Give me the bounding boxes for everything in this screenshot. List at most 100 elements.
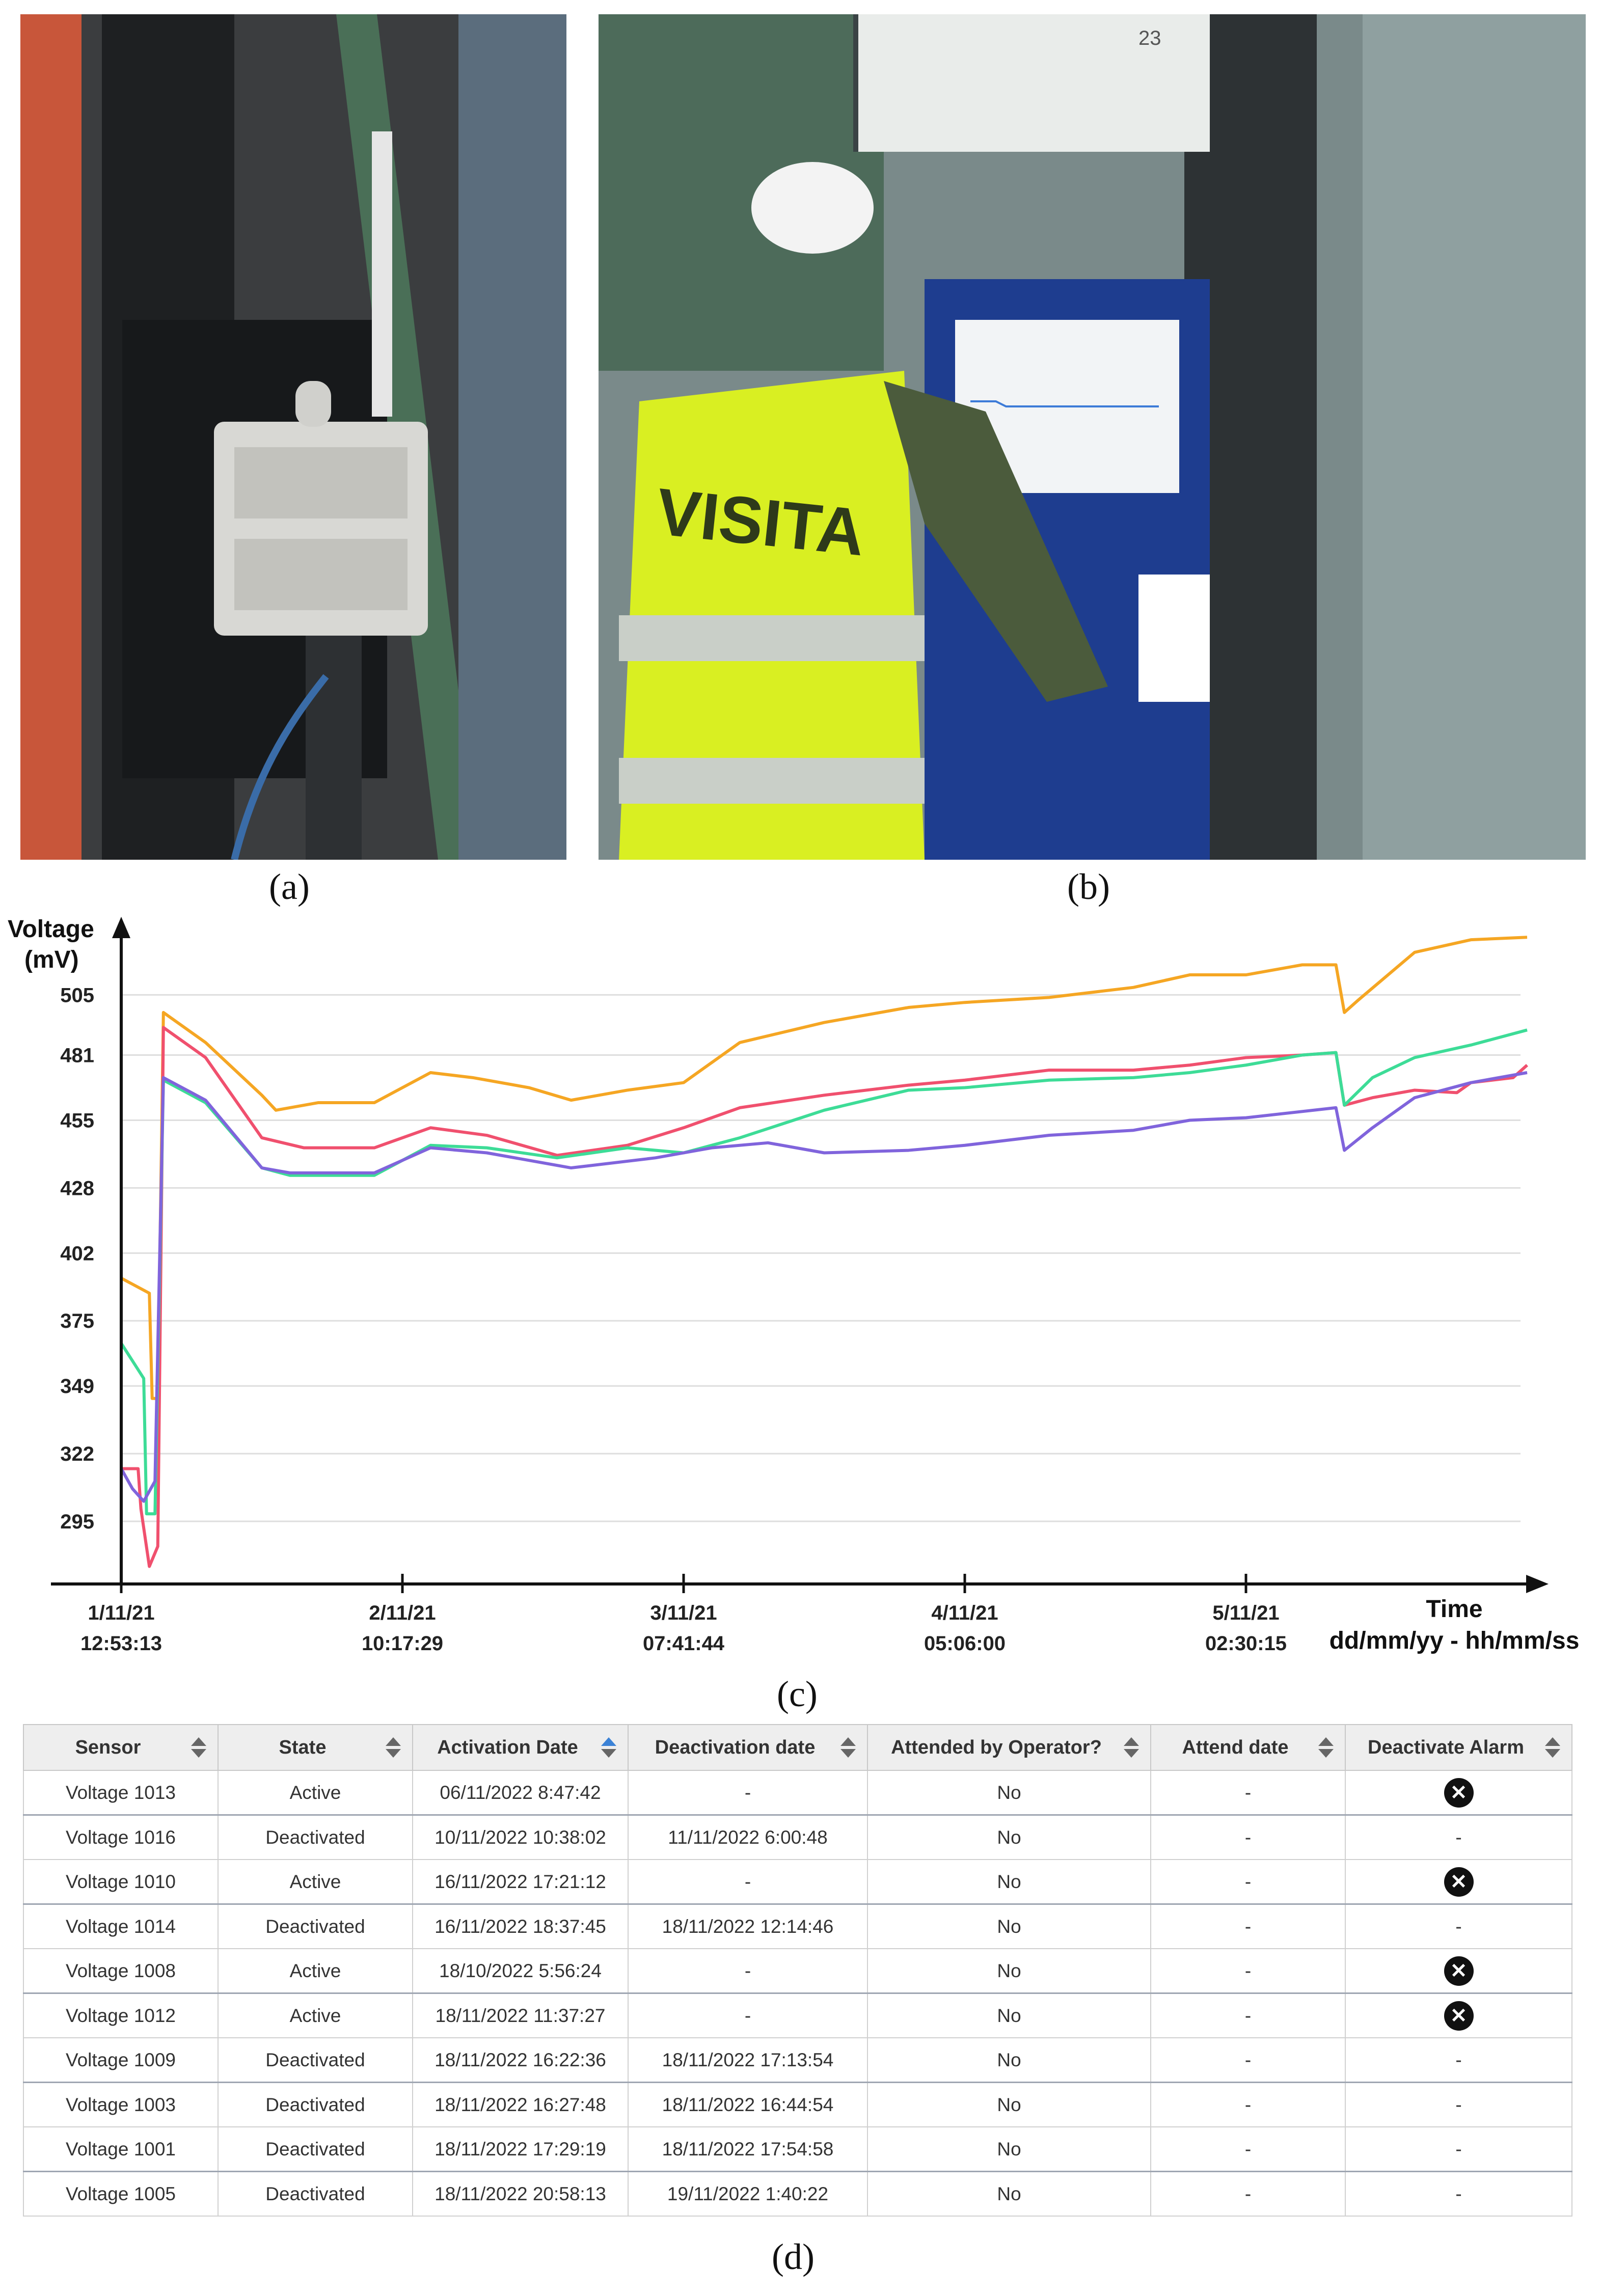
- deactivate-alarm-cell: -: [1345, 2171, 1572, 2217]
- y-axis-title-line1: Voltage: [8, 916, 94, 943]
- activation-date-cell: 18/11/2022 17:29:19: [412, 2126, 629, 2172]
- activation-date-cell: 18/11/2022 16:27:48: [412, 2082, 629, 2127]
- activation-date-cell: 18/11/2022 11:37:27: [412, 1992, 629, 2038]
- table-row: Voltage 1008 Active 18/10/2022 5:56:24- No -…: [23, 1948, 1572, 1994]
- attended-cell: No: [867, 1948, 1151, 1994]
- activation-date-cell: 18/11/2022 16:22:36: [412, 2037, 629, 2083]
- deactivation-date-cell: 18/11/2022 16:44:54: [628, 2082, 868, 2127]
- x-tick-date: 1/11/21: [88, 1602, 154, 1624]
- deactivation-date-cell: -: [628, 1770, 868, 1816]
- x-tick-date: 4/11/21: [931, 1602, 998, 1624]
- deactivate-alarm-button[interactable]: ✕: [1444, 1956, 1474, 1986]
- table-row: Voltage 1013 Active 06/11/2022 8:47:42- No -…: [23, 1770, 1572, 1816]
- sensor-cell: Voltage 1001: [23, 2126, 219, 2172]
- column-header-label: Deactivate Alarm: [1368, 1736, 1524, 1758]
- sort-icon[interactable]: [190, 1736, 207, 1759]
- column-header[interactable]: Activation Date: [412, 1724, 629, 1771]
- voltage-line-chart: Voltage (mV) Time dd/mm/yy - hh/mm/ss 29…: [8, 916, 1580, 1655]
- deactivate-alarm-button[interactable]: ✕: [1444, 1867, 1474, 1897]
- attended-cell: No: [867, 1992, 1151, 2038]
- attend-date-cell: -: [1150, 2037, 1346, 2083]
- x-tick-date: 2/11/21: [369, 1602, 436, 1624]
- series-line-4: [120, 1071, 1528, 1503]
- deactivation-date-cell: -: [628, 1859, 868, 1905]
- sensor-cell: Voltage 1016: [23, 1814, 219, 1860]
- photo-operator-workstation: 23 VISITA: [599, 14, 1586, 860]
- column-header[interactable]: Sensor: [23, 1724, 219, 1771]
- sort-icon[interactable]: [1123, 1736, 1140, 1759]
- table-row: Voltage 1003 Deactivated 18/11/2022 16:27:…: [23, 2082, 1572, 2127]
- attend-date-cell: -: [1150, 1903, 1346, 1949]
- activation-date-cell: 18/10/2022 5:56:24: [412, 1948, 629, 1994]
- column-header[interactable]: Deactivation date: [628, 1724, 868, 1771]
- attend-date-cell: -: [1150, 2126, 1346, 2172]
- deactivate-alarm-cell: ✕: [1345, 1859, 1572, 1905]
- attend-date-cell: -: [1150, 1948, 1346, 1994]
- table-row: Voltage 1010 Active 16/11/2022 17:21:12- No…: [23, 1859, 1572, 1905]
- y-tick-label: 402: [60, 1242, 94, 1265]
- grid-lines: [121, 994, 1521, 1522]
- attend-date-cell: -: [1150, 1814, 1346, 1860]
- attend-date-cell: -: [1150, 1770, 1346, 1816]
- sensor-cell: Voltage 1014: [23, 1903, 219, 1949]
- sensor-cell: Voltage 1008: [23, 1948, 219, 1994]
- deactivate-alarm-cell: -: [1345, 2037, 1572, 2083]
- sort-icon[interactable]: [385, 1736, 402, 1759]
- table-row: Voltage 1012 Active 18/11/2022 11:37:27- No…: [23, 1992, 1572, 2038]
- y-tick-label: 349: [60, 1375, 94, 1398]
- x-tick-time: 10:17:29: [362, 1632, 443, 1655]
- x-tick-date: 3/11/21: [650, 1602, 717, 1624]
- panel-label-b: (b): [1067, 866, 1110, 907]
- state-cell: Active: [218, 1992, 413, 2038]
- panel-label-a: (a): [269, 866, 310, 907]
- attended-cell: No: [867, 1903, 1151, 1949]
- operator-photo-illustration: 23 VISITA: [599, 14, 1586, 860]
- column-header-label: State: [279, 1736, 327, 1758]
- column-header[interactable]: Attended by Operator?: [867, 1724, 1151, 1771]
- x-axis-title-line2: dd/mm/yy - hh/mm/ss: [1329, 1627, 1580, 1654]
- y-axis-title-line2: (mV): [24, 946, 79, 973]
- table-row: Voltage 1016 Deactivated 10/11/2022 10:38:…: [23, 1814, 1572, 1860]
- column-header-label: Deactivation date: [655, 1736, 816, 1758]
- state-cell: Deactivated: [218, 2037, 413, 2083]
- deactivation-date-cell: 18/11/2022 17:13:54: [628, 2037, 868, 2083]
- y-axis-arrow: [112, 917, 130, 938]
- table-body: Voltage 1013 Active 06/11/2022 8:47:42- No -…: [23, 1770, 1572, 2217]
- deactivate-alarm-button[interactable]: ✕: [1444, 2001, 1474, 2031]
- state-cell: Deactivated: [218, 2082, 413, 2127]
- x-tick-date: 5/11/21: [1212, 1602, 1279, 1624]
- series-line-2: [121, 1026, 1528, 1568]
- series-line-3: [120, 1028, 1528, 1516]
- sort-icon[interactable]: [600, 1736, 617, 1759]
- attended-cell: No: [867, 1814, 1151, 1860]
- sensor-cell: Voltage 1005: [23, 2171, 219, 2217]
- attend-date-cell: -: [1150, 1992, 1346, 2038]
- y-tick-label: 375: [60, 1310, 94, 1332]
- sort-icon[interactable]: [1544, 1736, 1561, 1759]
- table-header-row: Sensor State Activation Date Deactivation d…: [23, 1724, 1572, 1771]
- state-cell: Active: [218, 1770, 413, 1816]
- alarm-table: Sensor State Activation Date Deactivation d…: [23, 1724, 1572, 2217]
- ac-display-text: 23: [1138, 27, 1161, 49]
- activation-date-cell: 18/11/2022 20:58:13: [412, 2171, 629, 2217]
- deactivation-date-cell: 11/11/2022 6:00:48: [628, 1814, 868, 1860]
- column-header[interactable]: Deactivate Alarm: [1345, 1724, 1572, 1771]
- y-tick-label: 322: [60, 1443, 94, 1465]
- deactivate-alarm-button[interactable]: ✕: [1444, 1778, 1474, 1808]
- deactivate-alarm-cell: ✕: [1345, 1992, 1572, 2038]
- sensor-cell: Voltage 1013: [23, 1770, 219, 1816]
- deactivate-alarm-cell: ✕: [1345, 1770, 1572, 1816]
- attend-date-cell: -: [1150, 1859, 1346, 1905]
- deactivation-date-cell: 19/11/2022 1:40:22: [628, 2171, 868, 2217]
- column-header-label: Attend date: [1182, 1736, 1289, 1758]
- attended-cell: No: [867, 2171, 1151, 2217]
- attend-date-cell: -: [1150, 2082, 1346, 2127]
- column-header[interactable]: State: [218, 1724, 413, 1771]
- sort-icon[interactable]: [839, 1736, 857, 1759]
- column-header-label: Activation Date: [437, 1736, 578, 1758]
- deactivate-alarm-cell: -: [1345, 2082, 1572, 2127]
- deactivate-alarm-cell: ✕: [1345, 1948, 1572, 1994]
- attended-cell: No: [867, 1859, 1151, 1905]
- column-header[interactable]: Attend date: [1150, 1724, 1346, 1771]
- sort-icon[interactable]: [1317, 1736, 1335, 1759]
